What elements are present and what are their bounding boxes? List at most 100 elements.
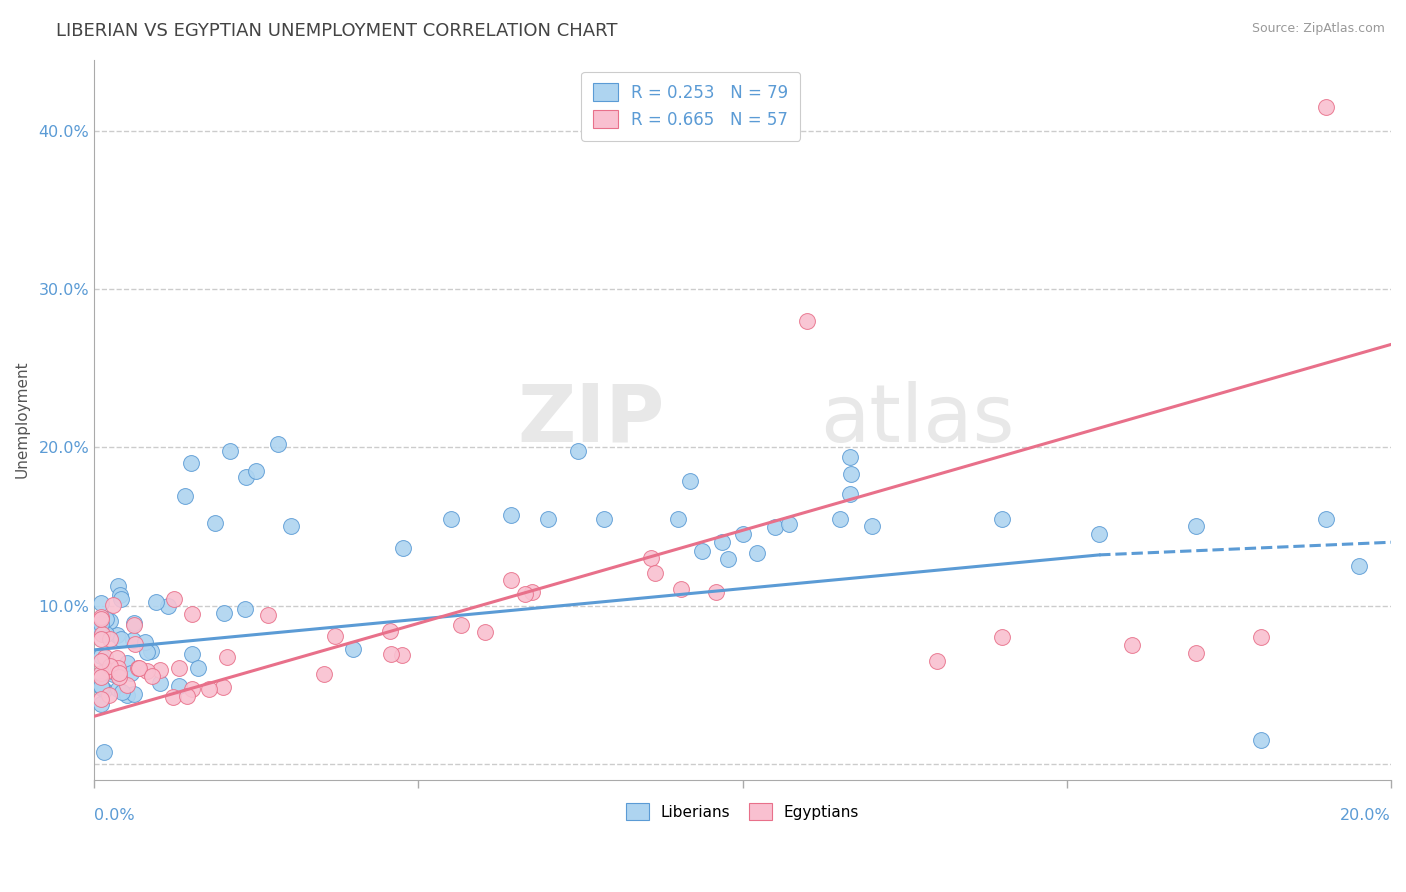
Point	[90, 665, 112, 680]
Point	[860, 519, 883, 533]
Point	[1250, 733, 1272, 747]
Point	[108, 665, 131, 680]
Point	[204, 516, 226, 530]
Point	[145, 595, 167, 609]
Point	[181, 682, 204, 697]
Point	[162, 690, 184, 704]
Point	[115, 688, 138, 702]
Point	[108, 588, 131, 602]
Point	[257, 608, 280, 623]
Legend: Liberians, Egyptians: Liberians, Egyptians	[620, 797, 866, 826]
Point	[93, 745, 115, 759]
Point	[392, 541, 415, 555]
Point	[96, 612, 118, 626]
Point	[124, 618, 146, 632]
Point	[149, 663, 172, 677]
Point	[671, 582, 693, 596]
Point	[537, 511, 560, 525]
Point	[450, 618, 472, 632]
Point	[128, 660, 150, 674]
Point	[1347, 559, 1369, 574]
Point	[710, 535, 733, 549]
Point	[212, 606, 235, 620]
Point	[139, 644, 162, 658]
Point	[93, 683, 115, 698]
Point	[136, 645, 159, 659]
Point	[679, 474, 702, 488]
Point	[690, 544, 713, 558]
Point	[267, 437, 290, 451]
Point	[513, 587, 536, 601]
Point	[567, 443, 589, 458]
Point	[704, 585, 727, 599]
Point	[100, 659, 122, 673]
Point	[157, 599, 180, 614]
Point	[342, 641, 364, 656]
Point	[124, 637, 146, 651]
Point	[167, 661, 190, 675]
Point	[747, 546, 769, 560]
Point	[122, 687, 145, 701]
Point	[640, 550, 662, 565]
Point	[120, 665, 142, 680]
Point	[763, 519, 786, 533]
Point	[98, 663, 121, 677]
Point	[101, 666, 124, 681]
Point	[90, 612, 112, 626]
Point	[499, 508, 522, 522]
Text: 20.0%: 20.0%	[1340, 808, 1391, 823]
Text: Source: ZipAtlas.com: Source: ZipAtlas.com	[1251, 22, 1385, 36]
Point	[212, 680, 235, 694]
Point	[1088, 527, 1111, 541]
Point	[110, 592, 132, 607]
Point	[235, 470, 257, 484]
Point	[101, 664, 124, 678]
Point	[90, 698, 112, 712]
Text: atlas: atlas	[820, 381, 1015, 458]
Point	[115, 678, 138, 692]
Point	[218, 443, 240, 458]
Point	[149, 676, 172, 690]
Text: 0.0%: 0.0%	[94, 808, 135, 823]
Point	[90, 679, 112, 693]
Point	[90, 622, 112, 636]
Point	[991, 630, 1014, 644]
Point	[122, 632, 145, 647]
Point	[90, 617, 112, 632]
Point	[187, 661, 209, 675]
Point	[90, 596, 112, 610]
Point	[1121, 638, 1143, 652]
Point	[105, 651, 128, 665]
Point	[141, 668, 163, 682]
Point	[90, 620, 112, 634]
Point	[98, 659, 121, 673]
Point	[198, 682, 221, 697]
Point	[163, 591, 186, 606]
Point	[173, 490, 195, 504]
Point	[520, 584, 543, 599]
Point	[98, 632, 121, 646]
Y-axis label: Unemployment: Unemployment	[15, 360, 30, 478]
Point	[127, 661, 149, 675]
Point	[839, 486, 862, 500]
Point	[1185, 646, 1208, 660]
Point	[98, 658, 121, 673]
Point	[91, 627, 114, 641]
Point	[90, 632, 112, 647]
Point	[90, 666, 112, 681]
Point	[280, 519, 302, 533]
Point	[666, 511, 689, 525]
Point	[644, 566, 666, 580]
Point	[245, 464, 267, 478]
Point	[1315, 100, 1337, 114]
Point	[717, 551, 740, 566]
Point	[380, 648, 402, 662]
Point	[796, 314, 818, 328]
Point	[838, 450, 860, 464]
Point	[94, 626, 117, 640]
Point	[107, 661, 129, 675]
Point	[180, 607, 202, 621]
Point	[312, 666, 335, 681]
Point	[91, 681, 114, 695]
Point	[90, 655, 112, 669]
